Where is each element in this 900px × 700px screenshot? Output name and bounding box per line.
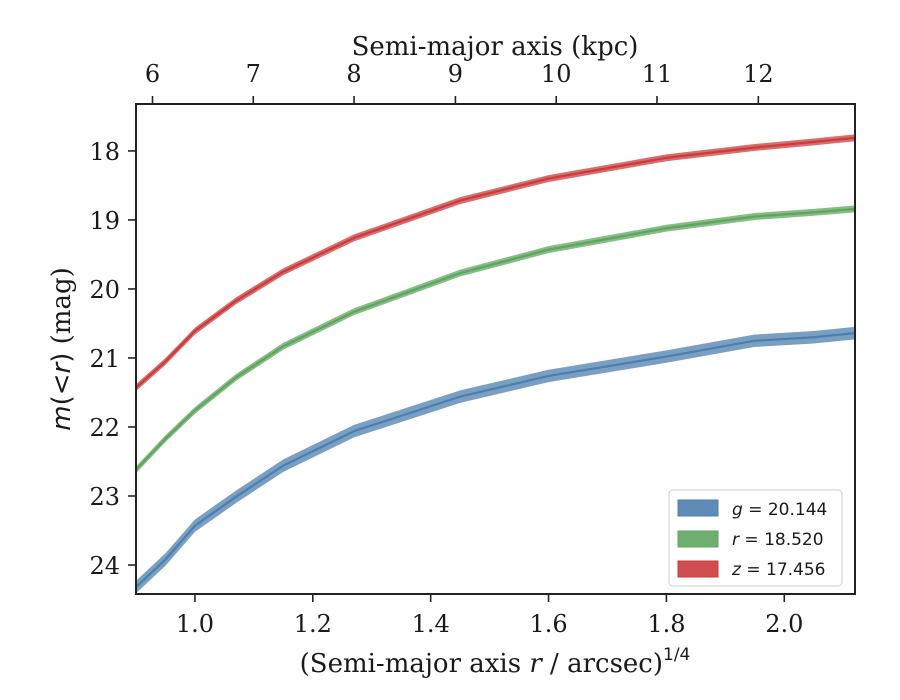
- series-line-g: [135, 332, 856, 588]
- y-axis-title-part: (mag): [47, 267, 77, 352]
- y-axis-title-part: <: [47, 373, 77, 395]
- x-axis-title: (Semi-major axis r / arcsec)1/4: [300, 645, 691, 679]
- top-x-axis-title: Semi-major axis (kpc): [352, 32, 639, 62]
- ticks-layer: 1.0 1.2 1.4 1.6 1.8 2.0 18 19 20 21 22 23 24 6 7 8 9 10 11…: [89, 60, 803, 638]
- x-tick-label: 1.0: [176, 610, 214, 638]
- plot-frame: [135, 103, 856, 595]
- y-tick-label: 21: [89, 345, 120, 373]
- y-tick-label: 20: [89, 276, 120, 304]
- legend-var: r: [732, 530, 740, 550]
- x-tick-label: 1.6: [529, 610, 567, 638]
- legend-entry-z: z = 17.456: [731, 560, 825, 580]
- y-axis-title: m(<r) (mag): [47, 267, 77, 431]
- legend-swatch-r: [677, 530, 719, 548]
- top-x-tick-label: 9: [448, 60, 463, 88]
- x-axis-title-part: / arcsec): [542, 649, 663, 679]
- legend: g = 20.144 r = 18.520 z = 17.456: [668, 489, 843, 587]
- y-axis-title-part: ): [47, 353, 77, 363]
- legend-var: z: [731, 560, 742, 580]
- x-axis-title-part: (Semi-major axis: [300, 649, 530, 679]
- legend-swatch-g: [677, 499, 719, 517]
- top-x-tick-label: 11: [642, 60, 673, 88]
- x-axis-title-exponent: 1/4: [663, 645, 690, 665]
- legend-value: 17.456: [766, 560, 825, 580]
- legend-var: g: [732, 500, 743, 520]
- y-tick-label: 23: [89, 483, 120, 511]
- series-layer: [135, 134, 856, 594]
- y-axis-title-var: r: [47, 360, 77, 373]
- x-tick-label: 1.2: [294, 610, 332, 638]
- legend-value: 18.520: [764, 530, 823, 550]
- legend-entry-r: r = 18.520: [732, 530, 824, 550]
- y-tick-label: 24: [89, 552, 120, 580]
- legend-value: 20.144: [768, 500, 827, 520]
- top-x-tick-label: 8: [346, 60, 361, 88]
- series-line-z: [135, 136, 856, 389]
- series-line-r: [135, 207, 856, 471]
- legend-swatch-z: [677, 560, 719, 578]
- y-axis-title-part: (: [47, 395, 77, 405]
- x-tick-label: 2.0: [765, 610, 803, 638]
- x-tick-label: 1.4: [412, 610, 450, 638]
- x-tick-label: 1.8: [647, 610, 685, 638]
- x-axis-title-var: r: [529, 649, 543, 679]
- y-tick-label: 18: [89, 138, 120, 166]
- top-x-tick-label: 6: [145, 60, 160, 88]
- y-tick-label: 22: [89, 414, 120, 442]
- legend-entry-g: g = 20.144: [732, 500, 827, 520]
- top-x-tick-label: 12: [743, 60, 774, 88]
- y-tick-label: 19: [89, 207, 120, 235]
- top-x-tick-label: 7: [246, 60, 261, 88]
- y-axis-title-var: m: [47, 405, 77, 430]
- top-x-tick-label: 10: [541, 60, 572, 88]
